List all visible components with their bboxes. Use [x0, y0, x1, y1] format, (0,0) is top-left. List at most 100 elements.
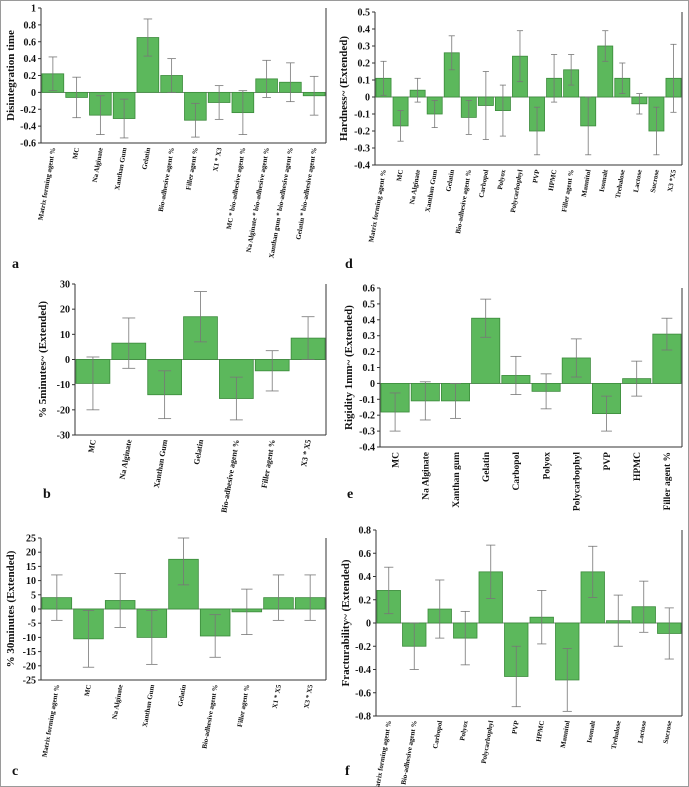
category-label: Carbopol	[512, 452, 522, 491]
y-tick-label: -30	[57, 431, 70, 442]
y-tick-label: 0.8	[359, 526, 372, 537]
category-label: Xanthan Gum	[152, 438, 169, 488]
category-label: Xanthan Gum	[424, 169, 439, 213]
y-tick-label: 0	[365, 93, 370, 104]
panel-letter: d	[345, 257, 353, 272]
category-label: Gelatin	[444, 169, 456, 192]
category-label: MC	[83, 684, 93, 697]
y-tick-label: 15	[26, 562, 36, 573]
y-tick-label: 0.5	[363, 299, 376, 310]
category-label: Xanthan gum * bio-adhesive agent %	[267, 147, 294, 259]
category-label: MC	[395, 169, 405, 182]
y-tick-label: -0.6	[355, 688, 371, 699]
y-tick-label: 0	[370, 379, 375, 390]
category-label: X1 * X3	[211, 146, 223, 172]
y-tick-label: -0.3	[359, 427, 375, 438]
y-tick-label: 0	[366, 619, 371, 630]
category-label: X3 *X5	[666, 168, 678, 192]
y-tick-label: -20	[23, 661, 36, 672]
y-tick-label: -0.1	[359, 395, 375, 406]
chart-panel-e: 0.6 0.5 0.4 0.3 0.2 0.1 0 -0.1 -0.2 -0.3 -0.4 MC Na …	[343, 284, 683, 511]
category-label: Carbopol	[477, 169, 490, 198]
category-label: Mannitol	[559, 720, 572, 749]
y-tick-label: -0.2	[20, 105, 36, 116]
category-label: Matrix forming agent %	[372, 720, 393, 787]
y-tick-label: 0.4	[24, 54, 37, 65]
category-label: Xanthan Gum	[141, 684, 156, 728]
y-tick-label: -0.4	[20, 122, 36, 133]
category-label: MC * bio-adhesive agent %	[225, 147, 247, 230]
category-label: Gelatin	[482, 451, 492, 482]
panel-letter: b	[43, 487, 51, 502]
category-label: Na Alginate	[111, 684, 125, 720]
y-tick-label: 0.2	[358, 59, 371, 70]
chart-panel-c: 25 20 15 10 5 0 -5 -10 -15 -20 -25 Matrix forming a…	[5, 534, 327, 779]
category-label: Na Alginate	[118, 438, 134, 480]
panel-letter: e	[347, 487, 353, 502]
y-tick-label: -0.6	[20, 139, 36, 150]
y-tick-label: -5	[28, 619, 36, 630]
y-tick-label: 0.3	[363, 331, 376, 342]
y-tick-label: -0.4	[354, 161, 370, 172]
y-tick-label: 0.5	[358, 8, 371, 19]
y-tick-label: -15	[23, 647, 36, 658]
y-tick-label: -10	[57, 380, 70, 391]
y-tick-label: -0.2	[359, 411, 375, 422]
y-tick-label: 10	[60, 330, 70, 341]
y-axis-title: Rigidity 1mm~ (Extended)	[343, 305, 355, 430]
category-label: X1 * X5	[271, 683, 283, 709]
y-tick-label: -10	[23, 633, 36, 644]
category-label: Gelatin	[192, 438, 205, 465]
category-label: X3 * X5	[303, 683, 315, 709]
category-label: MC	[71, 147, 81, 160]
y-tick-label: -20	[57, 405, 70, 416]
y-tick-label: 0	[31, 605, 36, 616]
category-label: Matrix forming agent %	[37, 147, 58, 221]
y-axis-title: % 30minutes (Extended)	[5, 550, 17, 667]
y-tick-label: 20	[26, 548, 36, 559]
y-tick-label: 0.2	[24, 71, 37, 82]
y-tick-label: -25	[23, 676, 36, 687]
y-tick-label: 0.2	[359, 595, 372, 606]
category-label: Na Alginate * bio-adhesive agent %	[245, 147, 271, 253]
y-axis-title: Disintegration time	[5, 30, 17, 121]
category-label: MC	[87, 439, 98, 454]
category-label: Polycarbophyl	[480, 720, 495, 764]
y-tick-label: 0.6	[24, 37, 37, 48]
panel-letter: a	[12, 257, 19, 272]
y-axis-title: % 5minutes~ (Extended)	[37, 301, 49, 418]
category-label: Bio-adhesive agent %	[400, 720, 419, 785]
category-label: Mannitol	[580, 169, 593, 198]
category-label: Polycarbophyl	[509, 169, 524, 213]
y-tick-label: 0.4	[363, 315, 376, 326]
y-tick-label: 10	[26, 576, 36, 587]
y-tick-label: 0.8	[24, 20, 37, 31]
category-label: HPMC	[547, 169, 559, 191]
category-label: Gelatin	[176, 684, 188, 707]
category-label: Matrix forming agent %	[41, 684, 62, 758]
category-label: Filler agent %	[236, 684, 251, 728]
y-tick-label: 0	[65, 355, 70, 366]
y-tick-label: 0.6	[359, 549, 372, 560]
category-label: Sucrose	[662, 720, 674, 744]
category-label: Lactose	[636, 720, 648, 744]
category-label: Polyox	[496, 168, 507, 190]
y-axis-title: Fracturability~ (Extended)	[340, 559, 352, 686]
category-label: HPMC	[633, 452, 643, 481]
y-tick-label: -0.2	[354, 127, 370, 138]
category-label: Trehalose	[614, 169, 627, 199]
y-tick-label: -0.2	[355, 642, 371, 653]
category-label: Sucrose	[649, 169, 661, 193]
y-tick-label: 0.4	[358, 25, 371, 36]
category-label: Polyox	[542, 452, 552, 480]
category-label: Filler agent %	[184, 147, 199, 191]
category-label: Gelatin	[141, 147, 153, 170]
category-label: Isomalt	[598, 168, 610, 192]
category-label: X3 * X5	[299, 439, 313, 468]
category-label: Isomalt	[585, 719, 597, 743]
y-tick-label: 0.2	[363, 347, 376, 358]
category-label: Matrix forming agent %	[367, 169, 388, 243]
y-tick-label: -0.1	[354, 110, 370, 121]
